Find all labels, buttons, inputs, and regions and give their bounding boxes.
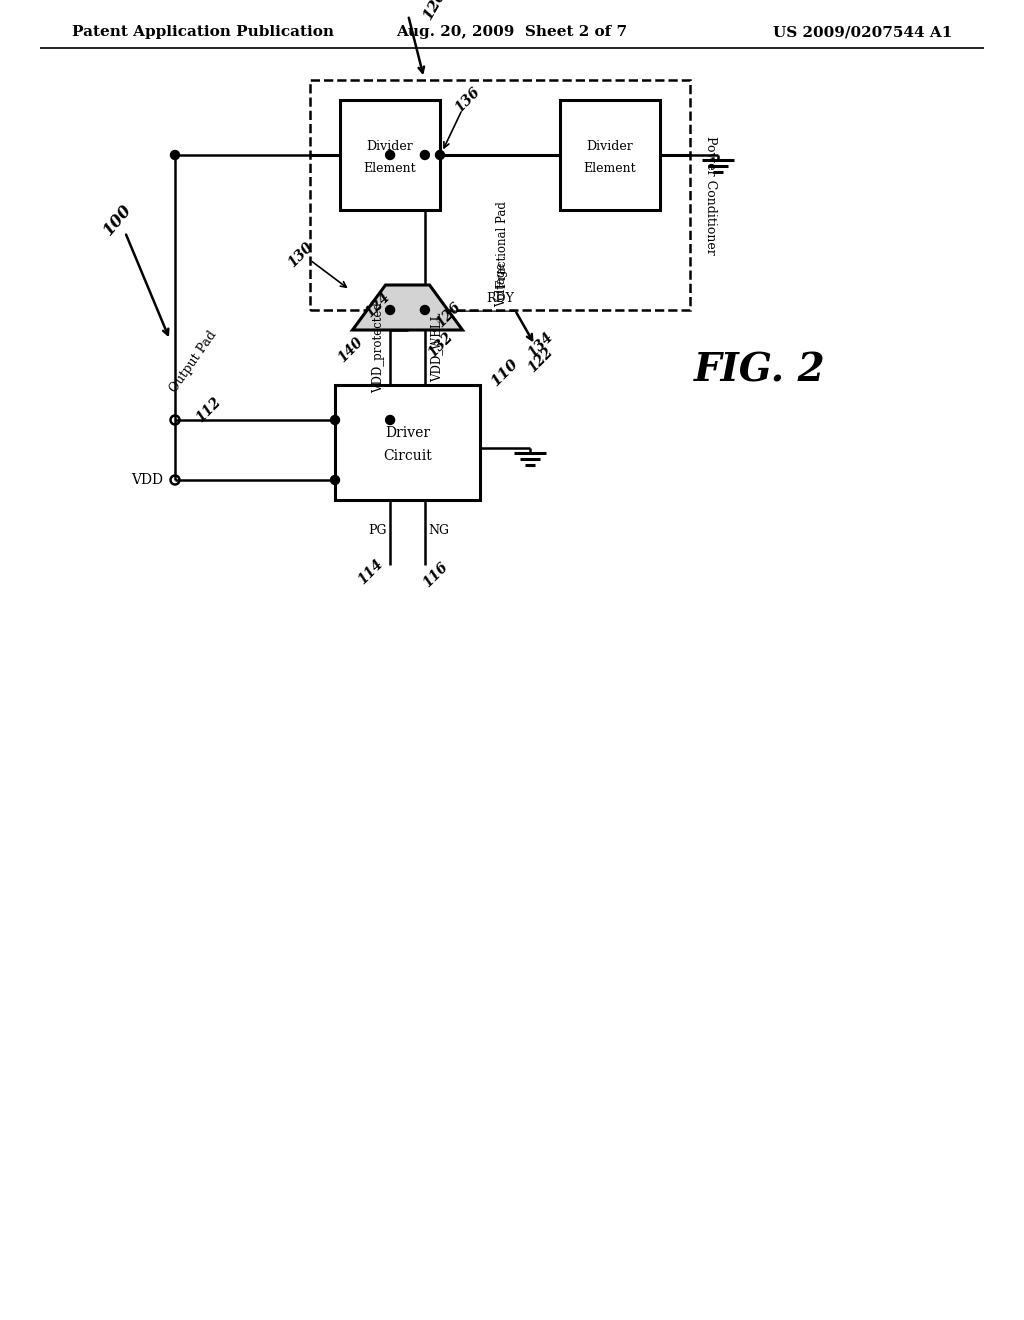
Circle shape xyxy=(386,305,394,314)
Text: 110: 110 xyxy=(488,356,520,389)
Text: US 2009/0207544 A1: US 2009/0207544 A1 xyxy=(773,25,952,40)
Text: Power Conditioner: Power Conditioner xyxy=(705,136,717,255)
Text: Driver: Driver xyxy=(385,426,430,441)
Text: VDD_WELL: VDD_WELL xyxy=(430,313,443,383)
Text: 116: 116 xyxy=(420,560,451,590)
Text: Element: Element xyxy=(364,162,417,174)
Text: Divider: Divider xyxy=(367,140,414,153)
Text: 130: 130 xyxy=(285,240,315,271)
Bar xyxy=(340,100,440,210)
Text: Element: Element xyxy=(584,162,636,174)
Text: Patent Application Publication: Patent Application Publication xyxy=(72,25,334,40)
Circle shape xyxy=(331,416,340,425)
Circle shape xyxy=(421,305,429,314)
Text: 112: 112 xyxy=(193,395,223,425)
Text: 120: 120 xyxy=(420,0,449,22)
Text: 126: 126 xyxy=(433,300,463,330)
Text: PG: PG xyxy=(369,524,387,536)
Text: Output Pad: Output Pad xyxy=(167,329,219,395)
Text: 136: 136 xyxy=(452,84,482,115)
Bar xyxy=(335,385,480,500)
Text: RDY: RDY xyxy=(486,292,514,305)
Text: 134: 134 xyxy=(525,330,555,360)
Polygon shape xyxy=(352,285,463,330)
Text: FIG. 2: FIG. 2 xyxy=(694,351,825,389)
Text: Aug. 20, 2009  Sheet 2 of 7: Aug. 20, 2009 Sheet 2 of 7 xyxy=(396,25,628,40)
Text: VDD_protected: VDD_protected xyxy=(372,302,385,393)
Bar xyxy=(560,100,660,210)
Text: 100: 100 xyxy=(100,201,135,239)
Bar xyxy=(310,81,690,310)
Text: 132: 132 xyxy=(425,330,456,360)
Circle shape xyxy=(421,150,429,160)
Circle shape xyxy=(386,416,394,425)
Circle shape xyxy=(171,150,179,160)
Text: Circuit: Circuit xyxy=(383,449,432,463)
Text: VDD: VDD xyxy=(131,473,163,487)
Text: Divider: Divider xyxy=(587,140,634,153)
Text: 124: 124 xyxy=(362,290,392,321)
Circle shape xyxy=(435,150,444,160)
Text: NG: NG xyxy=(428,524,449,536)
Text: 140: 140 xyxy=(335,335,366,366)
Circle shape xyxy=(386,150,394,160)
Circle shape xyxy=(331,475,340,484)
Text: 122: 122 xyxy=(525,345,555,375)
Text: 114: 114 xyxy=(355,557,385,587)
Text: Fractional Pad: Fractional Pad xyxy=(496,202,509,289)
Text: Voltage: Voltage xyxy=(496,263,509,308)
